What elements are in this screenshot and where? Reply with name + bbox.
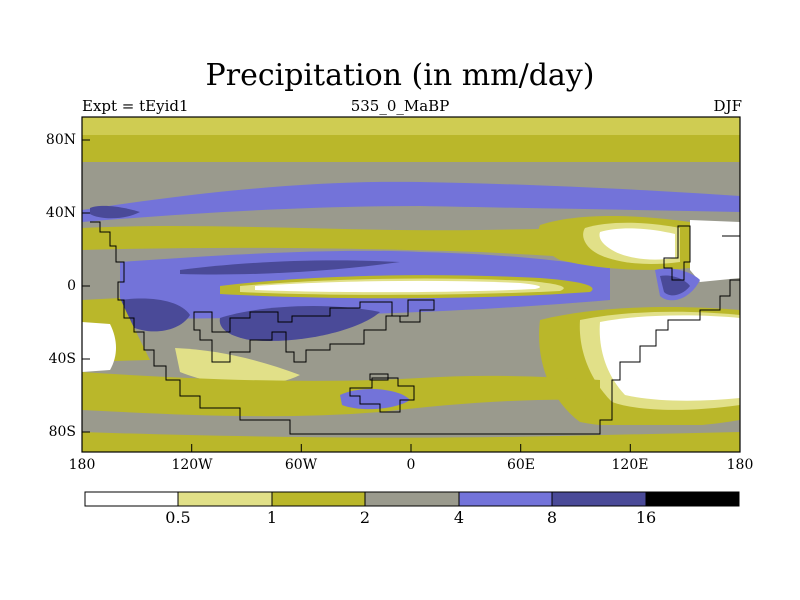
- x-label-120w: 120W: [171, 457, 213, 473]
- field-east-north-dry-core: [599, 228, 675, 260]
- field-southern-wet-patch: [340, 388, 410, 410]
- field-south-west-dry: [175, 348, 300, 386]
- field-southern-belt: [82, 372, 600, 417]
- field-south-polar-edge: [82, 432, 740, 452]
- field-south-wet-central: [219, 306, 380, 341]
- x-label-180e: 180: [726, 457, 754, 473]
- coastline-islet: [369, 373, 389, 381]
- colorbar-label-2: 2: [359, 508, 371, 527]
- field-south-east-dry-core: [599, 315, 740, 401]
- colorbar-box-2: [177, 491, 273, 507]
- coastline-inner-basin: [193, 299, 435, 363]
- continent-outlines: [90, 221, 740, 435]
- field-itcz-core: [180, 260, 400, 275]
- colorbar-label-1: 1: [266, 508, 278, 527]
- x-label-60e: 60E: [506, 457, 536, 473]
- field-south-wet-west: [118, 298, 190, 332]
- season-label: DJF: [713, 97, 742, 115]
- map-fields: [82, 117, 740, 452]
- x-ticks: [81, 444, 741, 452]
- colorbar-box-7: [645, 491, 740, 507]
- colorbar-box-4: [364, 491, 460, 507]
- colorbar-box-5: [458, 491, 553, 507]
- field-north-storm-track: [82, 181, 740, 222]
- experiment-label: Expt = tEyid1: [82, 97, 189, 115]
- colorbar: [84, 491, 740, 507]
- y-ticks: [82, 139, 90, 433]
- x-label-60w: 60W: [284, 457, 318, 473]
- coastline-main: [90, 221, 740, 435]
- x-label-0: 0: [406, 457, 416, 473]
- field-north-polar-edge: [82, 117, 740, 135]
- colorbar-label-8: 8: [546, 508, 558, 527]
- y-label-0: 0: [67, 278, 76, 294]
- coastline-east-landmass: [663, 225, 691, 281]
- colorbar-label-4: 4: [453, 508, 465, 527]
- y-label-80s: 80S: [48, 424, 76, 440]
- field-north-storm-core: [90, 205, 140, 219]
- x-label-180w: 180: [68, 457, 96, 473]
- colorbar-box-1: [84, 491, 179, 507]
- colorbar-box-6: [551, 491, 647, 507]
- coastline-island: [349, 377, 415, 413]
- map-title: Precipitation (in mm/day): [205, 58, 595, 93]
- period-label: 535_0_MaBP: [350, 97, 450, 115]
- colorbar-box-3: [271, 491, 366, 507]
- field-dry-tongue-core: [255, 280, 540, 293]
- x-label-120e: 120E: [611, 457, 649, 473]
- y-label-80n: 80N: [45, 132, 76, 148]
- field-east-edge-dry: [690, 220, 740, 282]
- y-label-40n: 40N: [45, 205, 76, 221]
- field-south-west-edge-dry: [82, 322, 116, 372]
- y-label-40s: 40S: [48, 351, 76, 367]
- colorbar-label-0-5: 0.5: [165, 508, 191, 527]
- colorbar-label-16: 16: [635, 508, 657, 527]
